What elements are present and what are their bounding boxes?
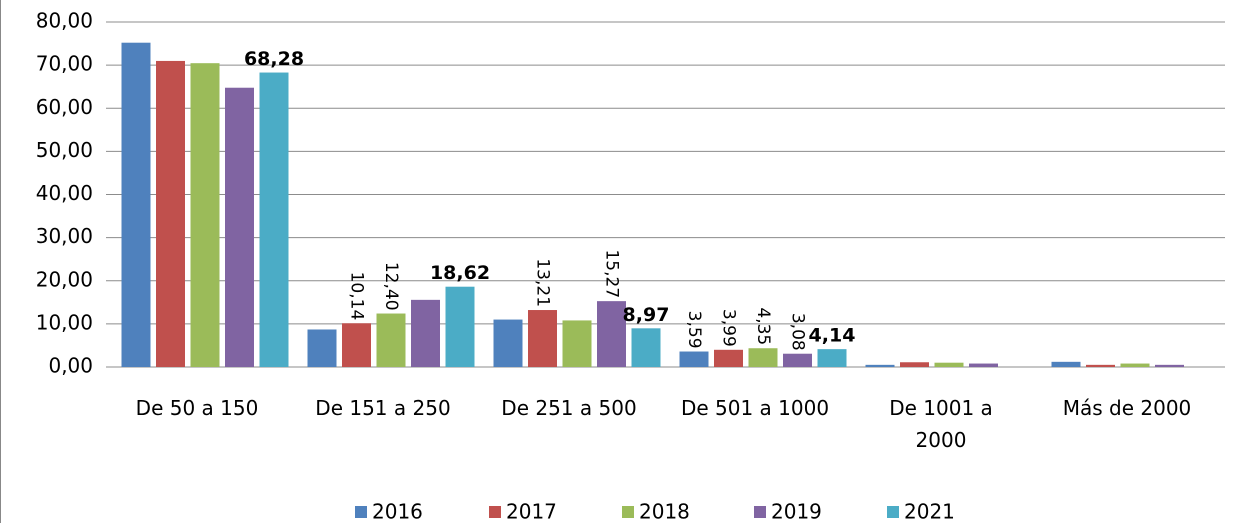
- y-tick-label: 0,00: [48, 354, 93, 378]
- legend-label: 2021: [904, 500, 955, 523]
- bar: [259, 72, 289, 367]
- data-label: 12,40: [381, 262, 401, 311]
- y-tick-label: 40,00: [36, 181, 93, 205]
- x-tick-label: De 50 a 150: [135, 396, 259, 420]
- bar: [493, 319, 523, 367]
- bar: [1051, 361, 1081, 367]
- x-tick-label: De 1001 a 2000: [889, 396, 993, 452]
- data-label: 10,14: [347, 272, 367, 321]
- bar: [528, 310, 557, 367]
- data-label: 15,27: [602, 249, 622, 298]
- data-label: 3,59: [684, 311, 704, 349]
- legend-swatch: [355, 506, 367, 518]
- bar: [121, 42, 151, 367]
- bar: [865, 364, 895, 367]
- bar: [225, 87, 254, 367]
- bar: [748, 348, 778, 367]
- bar: [1086, 364, 1115, 367]
- bar: [307, 329, 337, 367]
- bar: [156, 60, 185, 368]
- data-label: 3,08: [788, 313, 808, 351]
- bar: [679, 351, 709, 367]
- y-tick-label: 70,00: [36, 52, 93, 76]
- data-label: 68,28: [244, 48, 304, 70]
- bar: [1120, 363, 1150, 367]
- x-tick-label: Más de 2000: [1062, 396, 1192, 420]
- x-tick-label: De 151 a 250: [315, 396, 451, 420]
- y-tick-label: 30,00: [36, 224, 93, 248]
- legend-label: 2018: [639, 500, 690, 523]
- data-label: 8,97: [623, 304, 670, 326]
- bar: [783, 353, 812, 367]
- legend-label: 2017: [506, 500, 557, 523]
- y-tick-label: 50,00: [36, 138, 93, 162]
- bar: [342, 323, 371, 367]
- bar: [631, 328, 661, 367]
- legend-label: 2016: [372, 500, 423, 523]
- bar: [900, 362, 929, 367]
- bar: [190, 63, 220, 367]
- legend-swatch: [887, 506, 899, 518]
- data-label: 3,99: [719, 309, 739, 347]
- data-label: 4,35: [753, 307, 773, 345]
- y-tick-label: 80,00: [36, 9, 93, 33]
- legend-swatch: [489, 506, 501, 518]
- bar: [969, 363, 998, 367]
- y-tick-label: 10,00: [36, 310, 93, 334]
- x-tick-label: De 501 a 1000: [680, 396, 830, 420]
- y-tick-label: 20,00: [36, 267, 93, 291]
- bar: [562, 320, 592, 367]
- data-label: 13,21: [533, 258, 553, 307]
- bar: [445, 286, 475, 367]
- bar: [934, 362, 964, 367]
- x-tick-label: De 251 a 500: [501, 396, 637, 420]
- legend-swatch: [622, 506, 634, 518]
- bar: [1155, 364, 1184, 367]
- bar: [714, 349, 743, 367]
- y-tick-label: 60,00: [36, 95, 93, 119]
- data-label: 18,62: [430, 262, 490, 284]
- bar: [597, 301, 626, 367]
- bar: [817, 349, 847, 367]
- data-label: 4,14: [809, 325, 856, 347]
- legend-swatch: [754, 506, 766, 518]
- bar: [411, 299, 440, 367]
- legend-label: 2019: [771, 500, 822, 523]
- bar: [376, 313, 406, 367]
